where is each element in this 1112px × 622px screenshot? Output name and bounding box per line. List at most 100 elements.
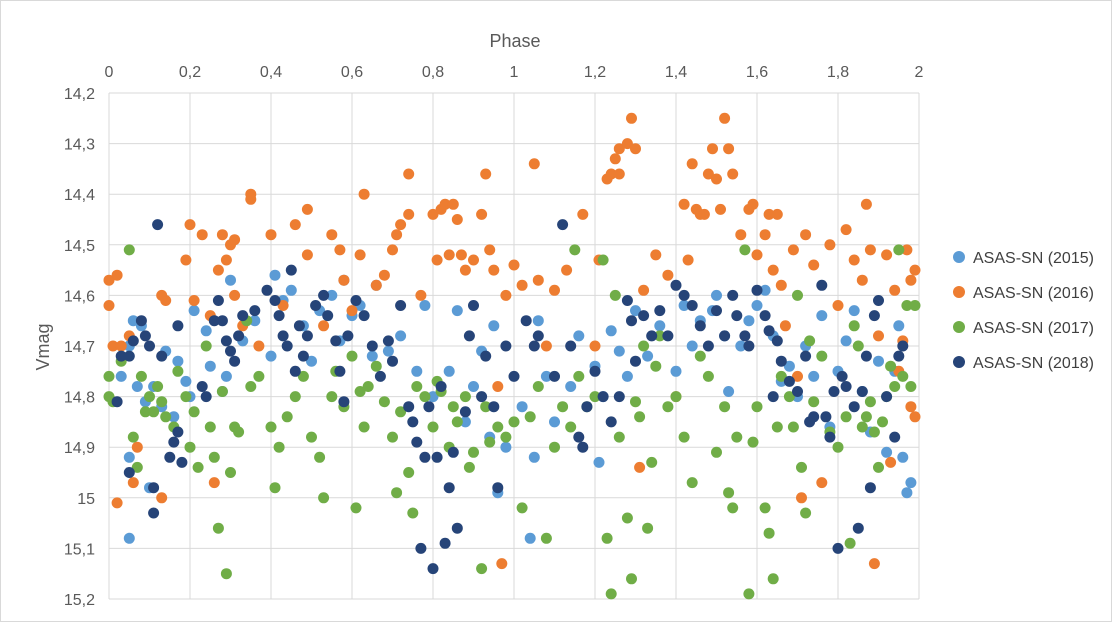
data-point	[273, 310, 285, 322]
data-point	[480, 168, 492, 180]
data-point	[909, 411, 921, 423]
x-tick-label: 0,2	[179, 64, 201, 81]
data-point	[168, 411, 180, 423]
x-tick-label: 1,2	[584, 64, 606, 81]
data-point	[532, 330, 544, 342]
data-point	[459, 406, 471, 418]
data-point	[156, 492, 168, 504]
data-point	[844, 537, 856, 549]
data-point	[832, 300, 844, 311]
data-point	[532, 315, 544, 327]
x-tick-label: 0,8	[422, 64, 444, 81]
legend-label: ASAS-SN (2017)	[973, 320, 1094, 337]
data-point	[634, 461, 646, 473]
data-point	[216, 386, 228, 397]
data-point	[577, 441, 589, 453]
data-point	[759, 502, 771, 514]
data-point	[905, 274, 917, 286]
data-point	[253, 340, 265, 352]
data-point	[832, 441, 844, 453]
data-point	[451, 522, 463, 534]
data-point	[549, 370, 560, 382]
data-point	[630, 143, 641, 155]
data-point	[808, 411, 820, 423]
data-points	[103, 112, 921, 600]
data-point	[378, 269, 390, 281]
axis-ticks: 0 0,2 0,4 0,6 0,8 1 1,2 1,4 1,6 1,8 2 14,2 14,3 14,4 1…	[64, 64, 924, 609]
data-point	[476, 563, 488, 575]
data-point	[200, 325, 212, 337]
data-point	[775, 355, 787, 367]
data-point	[787, 421, 799, 433]
data-point	[540, 532, 552, 544]
x-tick-label: 2	[915, 64, 924, 81]
data-point	[334, 244, 346, 256]
data-point	[634, 411, 646, 423]
data-point	[459, 391, 471, 403]
x-tick-label: 0	[105, 64, 114, 81]
data-point	[463, 330, 475, 342]
data-point	[763, 325, 775, 337]
data-point	[743, 315, 755, 327]
data-point	[787, 244, 799, 256]
data-point	[387, 355, 398, 367]
legend-label: ASAS-SN (2015)	[973, 250, 1094, 267]
data-point	[638, 340, 650, 352]
data-point	[605, 588, 617, 600]
data-point	[508, 259, 520, 271]
data-point	[496, 558, 508, 570]
data-point	[395, 300, 407, 311]
data-point	[476, 208, 488, 220]
data-point	[877, 416, 888, 428]
data-point	[686, 300, 698, 311]
data-point	[597, 391, 609, 403]
data-point	[820, 411, 832, 423]
y-tick-label: 14,4	[64, 187, 95, 204]
data-point	[103, 274, 115, 286]
data-point	[427, 421, 439, 433]
data-point	[281, 340, 293, 352]
data-point	[212, 522, 224, 534]
data-point	[654, 320, 666, 332]
y-tick-label: 14,7	[64, 339, 95, 356]
data-point	[127, 315, 139, 327]
data-point	[443, 365, 455, 377]
data-point	[318, 289, 330, 301]
data-point	[739, 244, 751, 256]
data-point	[476, 391, 488, 403]
data-point	[200, 391, 212, 403]
data-point	[115, 340, 127, 352]
data-point	[229, 234, 241, 246]
data-point	[148, 482, 160, 494]
data-point	[654, 330, 666, 342]
data-point	[488, 320, 500, 332]
data-point	[196, 229, 208, 241]
data-point	[172, 426, 184, 438]
data-point	[686, 340, 698, 352]
data-point	[273, 441, 285, 453]
data-point	[824, 239, 836, 251]
data-point	[289, 391, 301, 403]
data-point	[322, 310, 334, 322]
data-point	[885, 360, 897, 372]
data-point	[901, 244, 913, 256]
data-point	[626, 573, 637, 585]
data-point	[378, 396, 390, 408]
data-point	[593, 456, 605, 468]
data-point	[115, 370, 127, 382]
data-point	[212, 295, 224, 306]
data-point	[626, 112, 637, 124]
data-point	[374, 370, 386, 382]
data-point	[411, 436, 423, 448]
data-point	[403, 168, 415, 180]
data-point	[532, 381, 544, 392]
data-point	[873, 461, 884, 473]
data-point	[702, 168, 714, 180]
data-point	[160, 411, 172, 423]
data-point	[451, 305, 463, 317]
data-point	[581, 401, 593, 413]
data-point	[500, 441, 512, 453]
data-point	[419, 391, 431, 403]
data-point	[370, 279, 382, 291]
data-point	[549, 441, 560, 453]
